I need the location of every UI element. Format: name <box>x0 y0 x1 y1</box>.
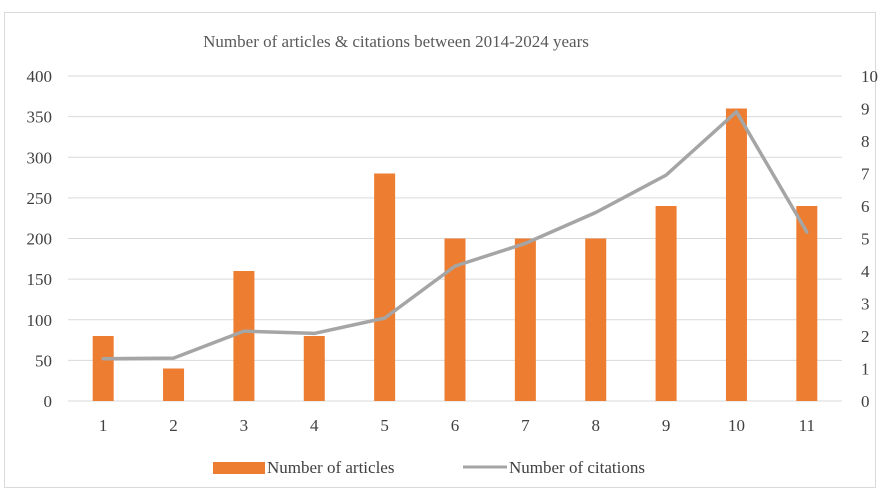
bar <box>374 173 396 401</box>
x-tick-label: 5 <box>380 416 389 435</box>
y-left-tick-label: 400 <box>27 67 53 86</box>
bar <box>233 271 255 401</box>
legend-label-articles: Number of articles <box>267 458 394 477</box>
y-left-tick-label: 150 <box>27 270 53 289</box>
x-tick-label: 6 <box>451 416 460 435</box>
y-left-tick-label: 350 <box>27 108 53 127</box>
y-left-tick-label: 100 <box>27 311 53 330</box>
y-axis-right: 0 1 2 3 4 5 6 7 8 9 10 <box>861 67 878 411</box>
x-tick-label: 2 <box>169 416 178 435</box>
x-tick-label: 8 <box>591 416 600 435</box>
y-axis-left: 0 50 100 150 200 250 300 350 400 <box>27 67 53 411</box>
x-axis: 1 2 3 4 5 6 7 8 9 10 11 <box>99 416 815 435</box>
y-right-tick-label: 6 <box>861 197 870 216</box>
y-right-tick-label: 2 <box>861 327 870 346</box>
legend-swatch-articles <box>213 462 265 474</box>
legend: Number of articles Number of citations <box>213 458 645 477</box>
x-tick-label: 11 <box>799 416 815 435</box>
bar <box>444 238 466 401</box>
y-left-tick-label: 0 <box>44 392 53 411</box>
y-left-tick-label: 50 <box>35 351 52 370</box>
y-right-tick-label: 7 <box>861 165 870 184</box>
gridlines <box>68 75 842 402</box>
x-tick-label: 4 <box>310 416 319 435</box>
bar <box>92 336 114 401</box>
y-right-tick-label: 8 <box>861 132 870 151</box>
y-left-tick-label: 200 <box>27 230 53 249</box>
y-right-tick-label: 10 <box>861 67 878 86</box>
y-right-tick-label: 1 <box>861 360 870 379</box>
bar <box>585 238 607 401</box>
y-right-tick-label: 3 <box>861 295 870 314</box>
bar-series <box>92 108 818 401</box>
bar <box>796 206 818 401</box>
x-tick-label: 7 <box>521 416 530 435</box>
x-tick-label: 3 <box>240 416 249 435</box>
bar <box>655 206 677 401</box>
y-right-tick-label: 5 <box>861 230 870 249</box>
bar <box>725 108 747 401</box>
chart-title: Number of articles & citations between 2… <box>203 32 589 51</box>
bar <box>163 368 185 401</box>
x-tick-label: 9 <box>662 416 671 435</box>
y-left-tick-label: 300 <box>27 148 53 167</box>
y-right-tick-label: 9 <box>861 100 870 119</box>
legend-label-citations: Number of citations <box>509 458 645 477</box>
x-tick-label: 10 <box>728 416 745 435</box>
y-right-tick-label: 0 <box>861 392 870 411</box>
bar <box>303 336 325 401</box>
x-tick-label: 1 <box>99 416 108 435</box>
bar <box>514 238 536 401</box>
y-left-tick-label: 250 <box>27 189 53 208</box>
line-series <box>101 110 809 361</box>
y-right-tick-label: 4 <box>861 262 870 281</box>
